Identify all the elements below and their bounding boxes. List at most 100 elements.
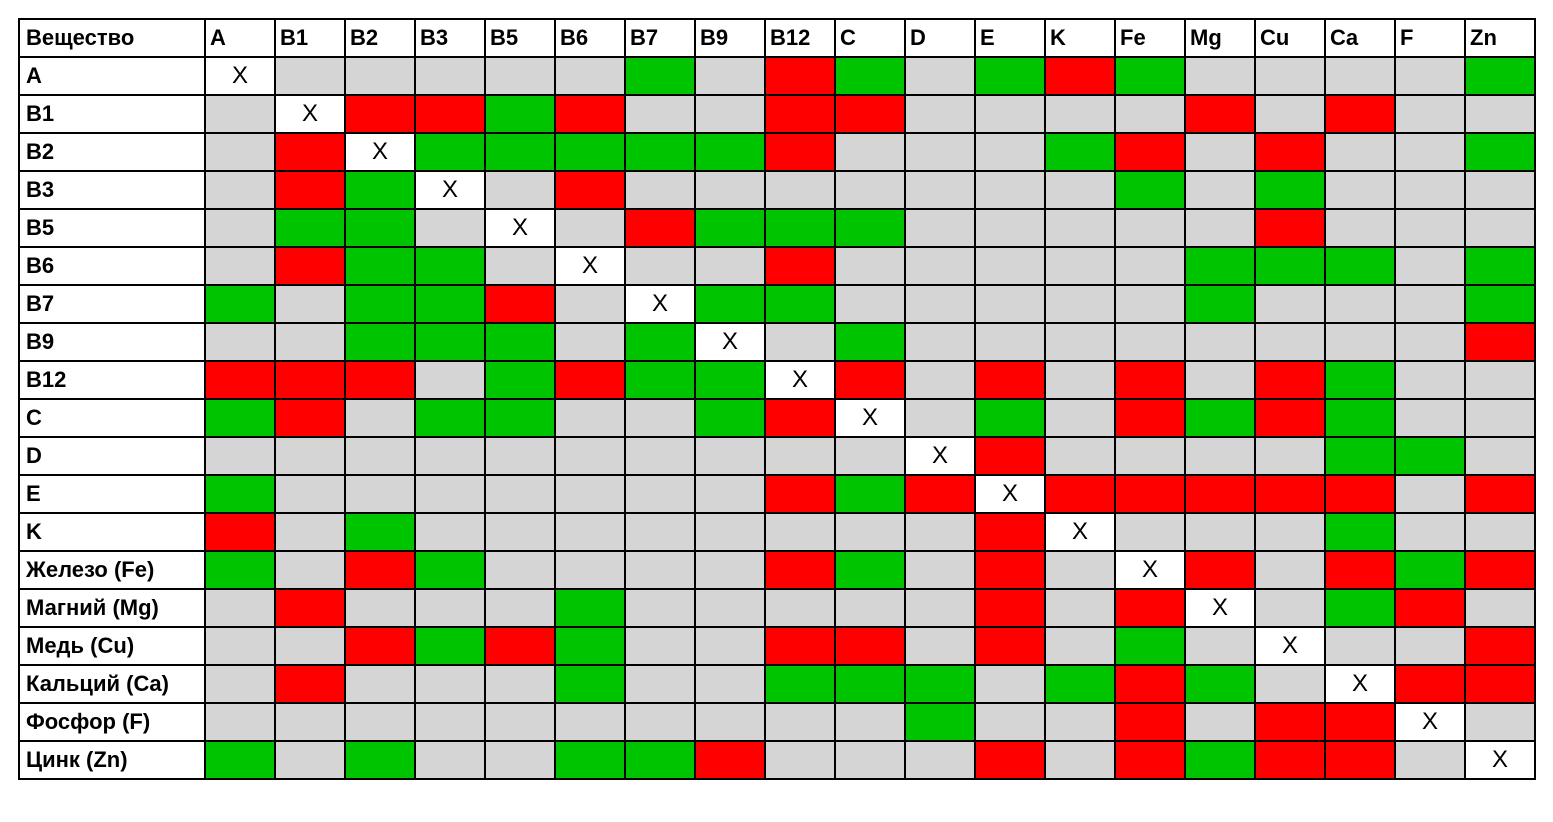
cell: [695, 513, 765, 551]
cell: [345, 247, 415, 285]
cell: [1465, 703, 1535, 741]
cell: [1465, 209, 1535, 247]
diagonal-mark: X: [1212, 594, 1228, 621]
cell: [345, 627, 415, 665]
cell: [1185, 665, 1255, 703]
cell: [975, 741, 1045, 779]
cell: [625, 247, 695, 285]
cell: [905, 361, 975, 399]
col-header: F: [1395, 19, 1465, 57]
cell: [1115, 361, 1185, 399]
cell: [415, 247, 485, 285]
cell: [1325, 323, 1395, 361]
cell: [625, 627, 695, 665]
cell: [205, 703, 275, 741]
cell: [415, 627, 485, 665]
cell: [695, 475, 765, 513]
row-header: K: [19, 513, 205, 551]
cell: [625, 703, 695, 741]
cell: [555, 209, 625, 247]
col-header: E: [975, 19, 1045, 57]
cell: [415, 551, 485, 589]
cell: [555, 551, 625, 589]
cell: [1465, 95, 1535, 133]
cell: [1045, 627, 1115, 665]
cell: [1325, 437, 1395, 475]
cell: [1045, 665, 1115, 703]
cell: [835, 171, 905, 209]
cell: [345, 551, 415, 589]
cell: [275, 627, 345, 665]
cell: [275, 399, 345, 437]
cell: [275, 133, 345, 171]
cell: [1045, 171, 1115, 209]
cell: [205, 437, 275, 475]
cell: [625, 741, 695, 779]
cell: [765, 475, 835, 513]
row-header: B12: [19, 361, 205, 399]
cell: [625, 475, 695, 513]
cell: [835, 285, 905, 323]
row-header: Железо (Fe): [19, 551, 205, 589]
cell: [205, 665, 275, 703]
cell: [1185, 627, 1255, 665]
cell: [905, 209, 975, 247]
cell: [905, 627, 975, 665]
cell: [835, 95, 905, 133]
cell: [415, 513, 485, 551]
cell: [1185, 133, 1255, 171]
cell: [1395, 399, 1465, 437]
cell: [205, 247, 275, 285]
cell: [345, 323, 415, 361]
cell: [555, 57, 625, 95]
cell: [485, 247, 555, 285]
cell: [765, 285, 835, 323]
cell: [1045, 323, 1115, 361]
cell: [1465, 323, 1535, 361]
cell: [1395, 95, 1465, 133]
cell: [1395, 323, 1465, 361]
cell: [1325, 513, 1395, 551]
compatibility-table: Вещество AB1B2B3B5B6B7B9B12CDEKFeMgCuCaF…: [18, 18, 1536, 780]
cell: X: [1325, 665, 1395, 703]
cell: [555, 95, 625, 133]
cell: [1045, 741, 1115, 779]
cell: [1115, 209, 1185, 247]
table-row: B5X: [19, 209, 1535, 247]
cell: [695, 437, 765, 475]
cell: X: [975, 475, 1045, 513]
cell: [1255, 57, 1325, 95]
table-body: AXB1XB2XB3XB5XB6XB7XB9XB12XCXDXEXKXЖелез…: [19, 57, 1535, 779]
table-row: Магний (Mg) X: [19, 589, 1535, 627]
cell: [345, 437, 415, 475]
cell: [1115, 399, 1185, 437]
cell: [975, 627, 1045, 665]
cell: [905, 323, 975, 361]
cell: [485, 285, 555, 323]
cell: [905, 589, 975, 627]
cell: [275, 285, 345, 323]
cell: [1255, 171, 1325, 209]
cell: [835, 361, 905, 399]
table-row: Кальций (Ca)X: [19, 665, 1535, 703]
row-header: B1: [19, 95, 205, 133]
cell: X: [835, 399, 905, 437]
cell: [555, 627, 625, 665]
cell: [1185, 361, 1255, 399]
cell: [415, 95, 485, 133]
col-header: A: [205, 19, 275, 57]
cell: [1325, 95, 1395, 133]
cell: [1325, 247, 1395, 285]
cell: [765, 551, 835, 589]
cell: [625, 133, 695, 171]
cell: [485, 95, 555, 133]
cell: X: [205, 57, 275, 95]
cell: [695, 57, 765, 95]
cell: [555, 513, 625, 551]
col-header: B9: [695, 19, 765, 57]
row-header: Фосфор (F): [19, 703, 205, 741]
col-header: Ca: [1325, 19, 1395, 57]
cell: [695, 133, 765, 171]
row-header: B2: [19, 133, 205, 171]
row-header: Магний (Mg): [19, 589, 205, 627]
